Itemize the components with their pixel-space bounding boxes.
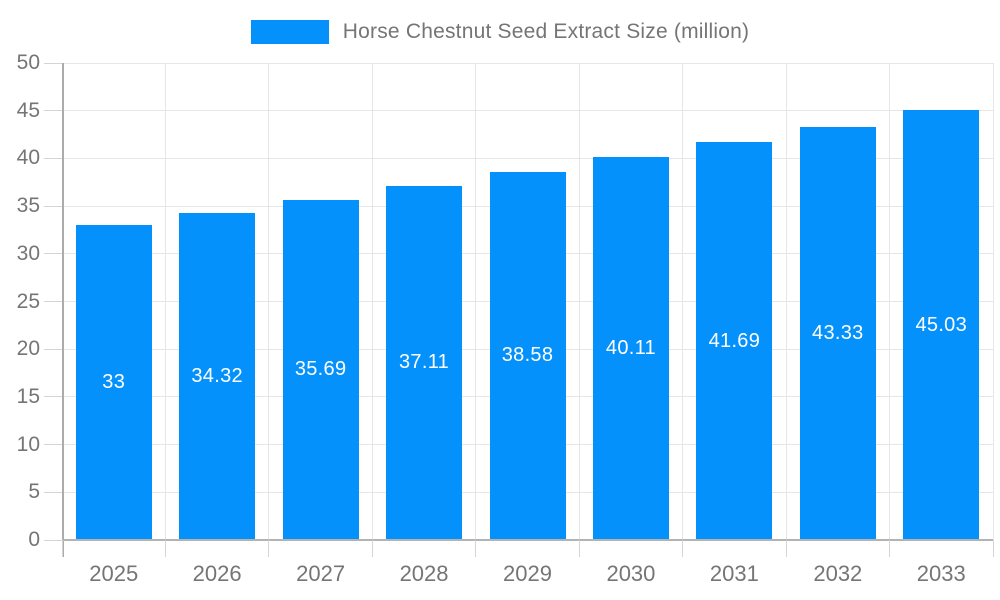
legend-swatch: [250, 20, 329, 44]
x-tick-label-2029: 2029: [503, 561, 552, 586]
y-tick-label: 10: [16, 432, 40, 456]
bar-value-label: 45.03: [915, 313, 968, 336]
v-gridline: [785, 63, 787, 540]
x-tick-mark: [371, 540, 373, 557]
bar-2029[interactable]: 38.58: [489, 171, 566, 540]
x-tick-label-2026: 2026: [192, 561, 242, 586]
y-tick-mark: [44, 110, 62, 112]
x-tick-label-2033: 2033: [916, 561, 966, 586]
x-tick-label-2031: 2031: [709, 561, 759, 586]
y-tick-label: 35: [16, 194, 40, 218]
y-tick-mark: [44, 253, 62, 255]
v-gridline: [682, 63, 684, 540]
bar-value-label: 41.69: [708, 329, 761, 352]
v-gridline: [164, 63, 166, 540]
v-gridline: [475, 63, 477, 540]
x-tick-label-2032: 2032: [813, 561, 863, 586]
bar-value-label: 38.58: [501, 344, 554, 367]
x-tick-label-2027: 2027: [296, 561, 346, 586]
x-tick-mark: [682, 540, 684, 557]
bar-2033[interactable]: 45.03: [903, 110, 980, 540]
bar-2025[interactable]: 33: [75, 225, 152, 540]
x-tick-mark: [578, 540, 580, 557]
v-gridline: [992, 63, 994, 540]
x-tick-label-2025: 2025: [89, 561, 139, 586]
y-tick-label: 0: [28, 528, 40, 551]
bar-2032[interactable]: 43.33: [799, 126, 876, 540]
v-gridline: [578, 63, 580, 540]
y-tick-label: 40: [16, 146, 40, 170]
y-tick-label: 30: [16, 241, 40, 265]
x-tick-mark: [61, 540, 63, 557]
v-gridline: [268, 63, 270, 540]
bar-value-label: 35.69: [294, 358, 347, 381]
bar-value-label: 37.11: [399, 351, 450, 374]
v-gridline: [889, 63, 891, 540]
y-axis-line: [62, 63, 64, 557]
x-tick-label-2028: 2028: [399, 561, 449, 586]
y-tick-mark: [44, 539, 62, 541]
y-tick-label: 45: [16, 98, 40, 122]
chart-legend: Horse Chestnut Seed Extract Size (millio…: [0, 18, 1000, 46]
y-tick-label: 50: [16, 51, 40, 74]
h-gridline: [62, 110, 993, 112]
bar-value-label: 40.11: [605, 337, 656, 360]
plot-area: 33 34.32 35.69 37.11 38.58 40.11 41.69 43.33 45.…: [62, 62, 994, 540]
y-tick-label: 15: [16, 384, 40, 408]
y-tick-mark: [44, 444, 62, 446]
y-tick-mark: [44, 396, 62, 398]
bar-value-label: 34.32: [191, 364, 243, 387]
x-tick-mark: [475, 540, 477, 557]
y-tick-mark: [44, 62, 62, 64]
y-tick-label: 20: [16, 337, 40, 361]
legend-label: Horse Chestnut Seed Extract Size (millio…: [342, 20, 750, 43]
x-axis-line: [62, 539, 993, 541]
h-gridline: [62, 157, 993, 159]
h-gridline: [62, 62, 993, 64]
bar-value-label: 43.33: [812, 321, 864, 344]
x-tick-mark: [268, 540, 270, 557]
bar-2030[interactable]: 40.11: [592, 157, 669, 540]
y-tick-mark: [44, 491, 62, 493]
bar-2026[interactable]: 34.32: [179, 212, 256, 540]
x-tick-label-2030: 2030: [606, 561, 656, 586]
y-tick-mark: [44, 348, 62, 350]
y-tick-mark: [44, 301, 62, 302]
bar-value-label: 33: [102, 371, 126, 394]
y-tick-mark: [44, 205, 62, 207]
x-tick-mark: [785, 540, 787, 557]
x-tick-mark: [164, 540, 166, 557]
y-tick-mark: [44, 157, 62, 159]
y-tick-label: 25: [16, 289, 40, 313]
bar-2028[interactable]: 37.11: [386, 185, 463, 540]
v-gridline: [371, 63, 373, 540]
x-tick-mark: [889, 540, 891, 557]
bar-2031[interactable]: 41.69: [696, 142, 773, 540]
bar-2027[interactable]: 35.69: [282, 199, 359, 540]
x-tick-mark: [992, 540, 994, 557]
y-tick-label: 5: [28, 480, 40, 504]
